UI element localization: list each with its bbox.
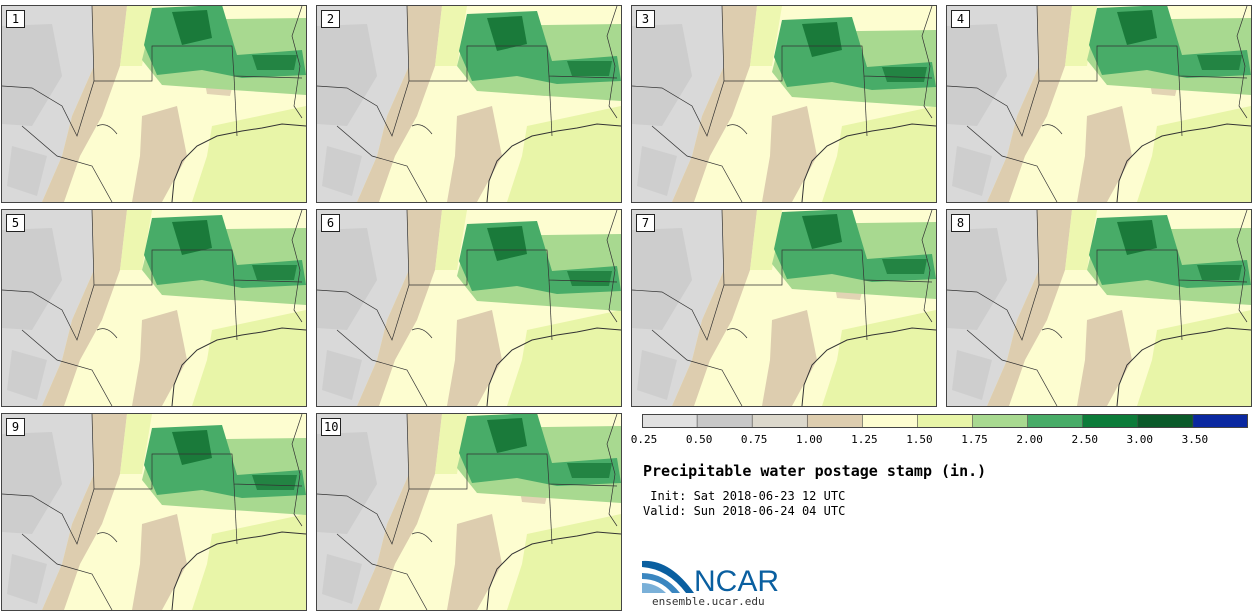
- member-number: 5: [6, 214, 25, 232]
- colorbar-segment: [1082, 414, 1139, 428]
- ensemble-member-panel: 2: [316, 5, 622, 203]
- state-borders: [632, 6, 936, 202]
- colorbar-segment: [1192, 414, 1248, 428]
- colorbar-segment: [807, 414, 863, 428]
- precip-field: [2, 414, 306, 610]
- colorbar-segment: [862, 414, 918, 428]
- precip-map: [947, 210, 1251, 406]
- colorbar-tick-label: 2.00: [1016, 433, 1043, 446]
- ncar-logo: NCAR: [642, 560, 779, 595]
- precip-field: [632, 6, 936, 202]
- state-borders: [2, 6, 306, 202]
- member-number: 8: [951, 214, 970, 232]
- state-borders: [632, 210, 936, 406]
- member-number: 7: [636, 214, 655, 232]
- colorbar-tick-label: 3.50: [1181, 433, 1209, 446]
- precip-map: [632, 6, 936, 202]
- precip-map: [2, 210, 306, 406]
- precip-field: [2, 6, 306, 202]
- colorbar-tick-label: 2.50: [1071, 433, 1098, 446]
- precip-map: [2, 414, 306, 610]
- state-borders: [317, 414, 621, 610]
- member-number: 1: [6, 10, 25, 28]
- member-number: 3: [636, 10, 655, 28]
- colorbar-segment: [1137, 414, 1194, 428]
- member-number: 10: [321, 418, 342, 436]
- member-number: 6: [321, 214, 340, 232]
- member-number: 4: [951, 10, 970, 28]
- logo-text: NCAR: [694, 565, 779, 595]
- precip-field: [317, 6, 621, 202]
- init-time: Init: Sat 2018-06-23 12 UTC: [643, 489, 846, 503]
- chart-title: Precipitable water postage stamp (in.): [643, 462, 987, 480]
- colorbar-tick-label: 0.25: [630, 433, 658, 446]
- colorbar-segment: [642, 414, 698, 428]
- precip-field: [947, 210, 1251, 406]
- ensemble-member-panel: 8: [946, 209, 1252, 407]
- colorbar-tick-label: 1.00: [796, 433, 823, 446]
- state-borders: [317, 6, 621, 202]
- precip-map: [317, 414, 621, 610]
- ensemble-member-panel: 3: [631, 5, 937, 203]
- state-borders: [947, 210, 1251, 406]
- ensemble-member-panel: 5: [1, 209, 307, 407]
- colorbar: [642, 414, 1248, 428]
- ensemble-member-panel: 1: [1, 5, 307, 203]
- valid-time: Valid: Sun 2018-06-24 04 UTC: [643, 504, 846, 518]
- colorbar-tick-label: 1.50: [906, 433, 933, 446]
- colorbar-tick-label: 1.75: [961, 433, 988, 446]
- ensemble-member-panel: 4: [946, 5, 1252, 203]
- colorbar-segment: [752, 414, 808, 428]
- precip-field: [947, 6, 1251, 202]
- precip-field: [317, 210, 621, 406]
- member-number: 2: [321, 10, 340, 28]
- colorbar-tick-label: 1.25: [851, 433, 878, 446]
- colorbar-segment: [697, 414, 753, 428]
- logo-url: ensemble.ucar.edu: [652, 595, 765, 608]
- ensemble-member-panel: 10: [316, 413, 622, 611]
- member-number: 9: [6, 418, 25, 436]
- state-borders: [317, 210, 621, 406]
- colorbar-segment: [972, 414, 1029, 428]
- colorbar-tick-label: 3.00: [1126, 433, 1154, 446]
- colorbar-segment: [917, 414, 974, 428]
- ensemble-member-panel: 6: [316, 209, 622, 407]
- state-borders: [2, 210, 306, 406]
- precip-field: [632, 210, 936, 406]
- precip-map: [317, 210, 621, 406]
- colorbar-tick-label: 0.75: [740, 433, 768, 446]
- precip-map: [947, 6, 1251, 202]
- precip-map: [2, 6, 306, 202]
- precip-field: [317, 414, 621, 610]
- state-borders: [947, 6, 1251, 202]
- precip-map: [317, 6, 621, 202]
- state-borders: [2, 414, 306, 610]
- colorbar-segment: [1027, 414, 1084, 428]
- precip-field: [2, 210, 306, 406]
- ensemble-member-panel: 7: [631, 209, 937, 407]
- precip-map: [632, 210, 936, 406]
- ensemble-member-panel: 9: [1, 413, 307, 611]
- colorbar-tick-label: 0.50: [685, 433, 713, 446]
